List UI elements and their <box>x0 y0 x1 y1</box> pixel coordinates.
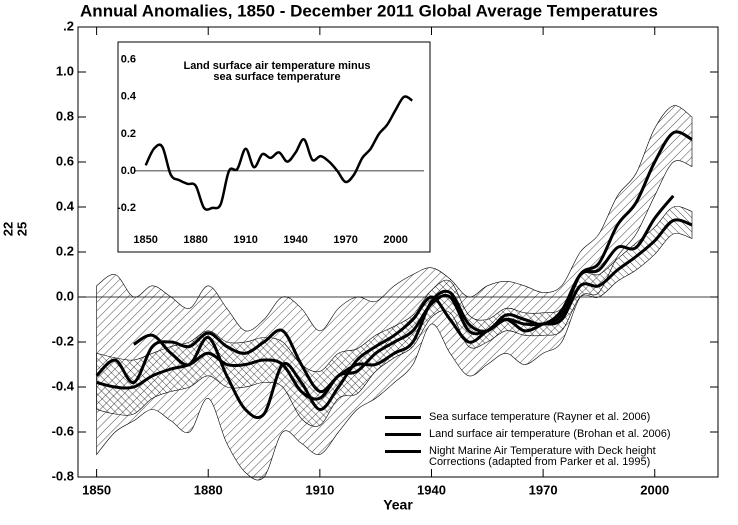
legend-swatch <box>385 416 421 419</box>
side-label: 25 <box>14 222 29 236</box>
x-tick-label: 1940 <box>417 482 446 497</box>
y-tick-label: -0.2 <box>117 202 136 214</box>
series-line <box>133 130 693 420</box>
main-plot: .2 1.0 0.8 0.6 0.4 0.2 0.0 -0.2 -0.4 -0.6 -0.8 1850… <box>52 18 718 497</box>
y-tick-label: 0.6 <box>56 153 74 168</box>
y-tick-label: 0.2 <box>56 243 74 258</box>
plot-frame <box>77 26 719 478</box>
inset-title: sea surface temperature <box>213 71 340 83</box>
x-tick-label: 1910 <box>305 482 334 497</box>
x-tick-label: 2000 <box>640 482 669 497</box>
legend-entry: Sea surface temperature (Rayner et al. 2… <box>385 412 715 423</box>
y-tick-label: 1.0 <box>56 63 74 78</box>
y-tick-label: 0.6 <box>121 54 136 66</box>
uncertainty-band <box>96 105 693 481</box>
x-tick-label: 1880 <box>194 482 223 497</box>
x-tick-label: 1970 <box>529 482 558 497</box>
y-tick-label: -0.6 <box>52 423 74 438</box>
x-tick-label: 2000 <box>383 234 407 246</box>
x-tick-label: 1970 <box>333 234 357 246</box>
chart-title: Annual Anomalies, 1850 - December 2011 G… <box>80 1 658 20</box>
y-tick-label: 0.4 <box>121 91 137 103</box>
x-tick-label: 1850 <box>82 482 111 497</box>
y-tick-label: -0.4 <box>52 378 75 393</box>
inset-title: Land surface air temperature minus <box>183 60 370 72</box>
x-tick-label: 1880 <box>183 234 207 246</box>
x-tick-label: 1850 <box>133 234 157 246</box>
legend-label: Land surface air temperature (Brohan et … <box>429 428 671 440</box>
y-tick-label: 0.0 <box>56 288 74 303</box>
legend-swatch <box>385 450 421 453</box>
legend-entry: Land surface air temperature (Brohan et … <box>385 429 715 440</box>
y-tick-label: 0.4 <box>56 198 75 213</box>
legend: Sea surface temperature (Rayner et al. 2… <box>385 412 715 474</box>
legend-label: Sea surface temperature (Rayner et al. 2… <box>429 411 651 423</box>
side-label: 22 <box>0 222 15 236</box>
y-tick-label: -0.2 <box>52 333 74 348</box>
inset-frame <box>117 41 431 253</box>
series-line <box>144 95 413 211</box>
legend-swatch <box>385 433 421 436</box>
series-line <box>95 194 675 394</box>
series-line <box>96 218 693 401</box>
y-tick-label: 0.2 <box>121 128 136 140</box>
y-tick-label: 0.0 <box>121 165 136 177</box>
x-tick-label: 1910 <box>233 234 257 246</box>
y-tick-label: 0.8 <box>56 108 74 123</box>
x-tick-label: 1940 <box>283 234 307 246</box>
y-tick-label: .2 <box>63 18 74 33</box>
x-axis-label: Year <box>383 497 413 513</box>
legend-label: Night Marine Air Temperature with Deck h… <box>429 445 656 468</box>
inset-plot: 0.6 0.4 0.2 0.0 -0.2 1850 1880 1910 1940 1970 2000 <box>117 54 424 246</box>
legend-entry: Night Marine Air Temperature with Deck h… <box>385 446 715 468</box>
y-tick-label: -0.8 <box>52 468 74 483</box>
